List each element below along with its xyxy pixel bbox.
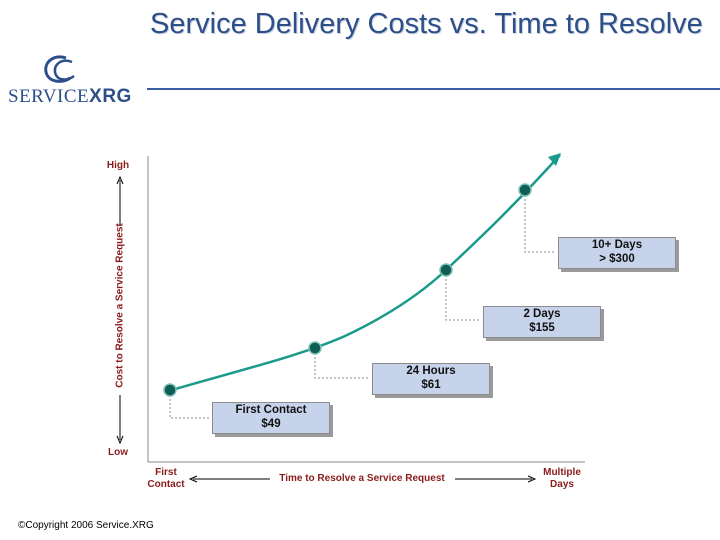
data-point (308, 341, 322, 355)
leader-line (169, 395, 210, 419)
leader-line (524, 195, 556, 253)
y-arrow-up-icon (116, 175, 124, 185)
y-tick-low: Low (108, 447, 128, 458)
annotation-cost: $49 (261, 418, 281, 430)
leader-line (445, 275, 481, 321)
annotation-cost: $155 (529, 322, 555, 334)
annotation-label: 24 Hours (406, 365, 456, 377)
x-arrow-left-icon (188, 475, 198, 483)
x-tick-right: Multiple Days (543, 467, 581, 490)
leader-line (314, 353, 370, 379)
x-arrow-right-icon (527, 475, 537, 483)
annotation-24-hours: 24 Hours $61 (372, 363, 490, 395)
y-axis-label: Cost to Resolve a Service Request (114, 223, 126, 388)
logo-swirl-icon (44, 55, 75, 83)
copyright-notice: ©Copyright 2006 Service.XRG (18, 520, 154, 531)
x-axis-label: Time to Resolve a Service Request (279, 473, 445, 484)
data-point (439, 263, 453, 277)
data-point (518, 183, 532, 197)
y-arrow-down-icon (116, 435, 124, 445)
y-tick-high: High (106, 160, 130, 171)
annotation-label: 10+ Days (591, 239, 643, 251)
annotation-label: First Contact (235, 404, 307, 416)
logo-wordmark: SERVICEXRG (8, 86, 132, 107)
curve-arrow-icon (548, 153, 561, 166)
x-tick-left: First Contact (147, 467, 185, 490)
cost-curve (164, 154, 561, 394)
annotation-first-contact: First Contact $49 (212, 402, 330, 434)
annotation-cost: $61 (421, 379, 441, 391)
annotation-cost: > $300 (599, 253, 635, 265)
data-point (163, 383, 177, 397)
servicexrg-logo: SERVICEXRG (6, 52, 136, 108)
annotation-label: 2 Days (523, 308, 561, 320)
annotation-10-days: 10+ Days > $300 (558, 237, 676, 269)
title-divider (147, 88, 720, 90)
slide-title: Service Delivery Costs vs. Time to Resol… (150, 8, 703, 40)
annotation-2-days: 2 Days $155 (483, 306, 601, 338)
